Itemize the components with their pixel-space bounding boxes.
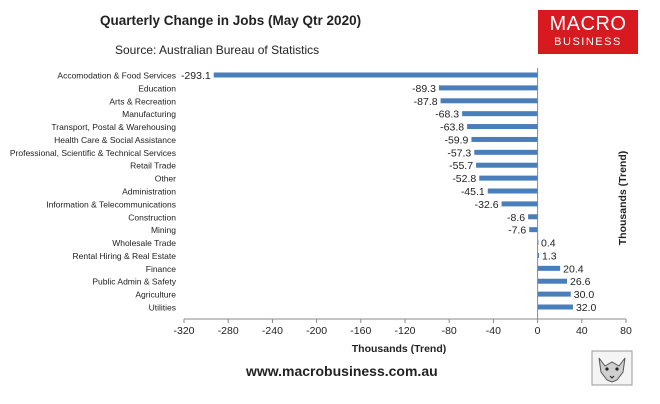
category-label: Wholesale Trade [112, 238, 176, 248]
value-label: -87.8 [414, 96, 438, 108]
bar [529, 227, 538, 233]
x-tick-label: -320 [173, 325, 194, 337]
bar [213, 72, 538, 78]
value-label: -59.9 [444, 134, 468, 146]
bar [528, 214, 538, 220]
category-label: Mining [151, 225, 176, 235]
x-tick-label: 40 [576, 325, 588, 337]
category-label: Other [155, 174, 176, 184]
value-label: 1.3 [542, 250, 557, 262]
x-tick-label: -120 [394, 325, 415, 337]
bar [438, 85, 538, 91]
logo-line-2: BUSINESS [554, 36, 622, 48]
macrobusiness-logo: MACRO BUSINESS [538, 10, 638, 54]
value-labels-group: -293.1 -89.3-87.8-68.3-63.8-59.9-57.3-55.… [181, 70, 597, 314]
category-label: Arts & Recreation [109, 96, 176, 106]
value-label: -32.6 [475, 199, 499, 211]
x-tick-label: -160 [350, 325, 371, 337]
bar [467, 124, 538, 130]
footer-url: www.macrobusiness.com.au [246, 363, 438, 379]
value-label: -52.8 [452, 173, 476, 185]
value-label: -293.1 [181, 70, 211, 82]
category-label: Administration [122, 187, 176, 197]
wolf-mascot-icon [591, 350, 633, 386]
value-label: 0.4 [541, 238, 556, 250]
bars-group [213, 72, 573, 310]
value-label: -89.3 [412, 83, 436, 95]
category-label: Retail Trade [130, 161, 176, 171]
category-label: Construction [128, 212, 176, 222]
bar [471, 136, 538, 142]
category-label: Manufacturing [122, 109, 176, 119]
category-label: Public Admin & Safety [92, 277, 176, 287]
x-tick-label: -200 [306, 325, 327, 337]
bar [537, 291, 571, 297]
bar [537, 278, 567, 284]
value-label: -7.6 [508, 225, 526, 237]
x-axis-label: Thousands (Trend) [352, 343, 447, 355]
x-tick-label: -280 [218, 325, 239, 337]
value-label: -63.8 [440, 122, 464, 134]
value-label: -45.1 [461, 186, 485, 198]
category-label: Health Care & Social Assistance [54, 135, 176, 145]
value-label: -57.3 [447, 147, 471, 159]
value-label: 20.4 [563, 263, 584, 275]
bar [537, 304, 573, 310]
value-label: -55.7 [449, 160, 473, 172]
category-label: Finance [146, 264, 177, 274]
bar [487, 188, 538, 194]
value-label: -68.3 [435, 109, 459, 121]
category-label: Professional, Scientific & Technical Ser… [10, 148, 176, 158]
category-label: Agriculture [135, 290, 176, 300]
value-label: 30.0 [574, 289, 595, 301]
x-tick-label: -240 [262, 325, 283, 337]
bar [537, 265, 561, 271]
y-axis-label: Thousands (Trend) [617, 151, 629, 246]
x-ticks-group: -320 -280 -240 -200 -160 -120 -80 -40 0 40 80 [173, 319, 632, 337]
value-label: -8.6 [507, 212, 525, 224]
logo-line-1: MACRO [549, 13, 627, 35]
x-tick-label: 80 [620, 325, 632, 337]
bar [501, 201, 538, 207]
bar [479, 175, 538, 181]
category-label: Education [138, 83, 176, 93]
x-tick-label: -40 [486, 325, 501, 337]
chart-title: Quarterly Change in Jobs (May Qtr 2020) [100, 13, 362, 28]
x-tick-label: -80 [442, 325, 457, 337]
category-label: Information & Telecommunications [46, 199, 176, 209]
value-label: 32.0 [576, 302, 597, 314]
category-label: Utilities [149, 303, 176, 313]
category-label: Transport, Postal & Warehousing [51, 122, 176, 132]
bar [440, 98, 538, 104]
category-label: Rental Hiring & Real Estate [73, 251, 177, 261]
bar [537, 252, 540, 258]
value-label: 26.6 [570, 276, 591, 288]
bar [476, 162, 538, 168]
bar [462, 111, 538, 117]
category-labels-group: Accomodation & Food Services Education Art… [10, 71, 177, 313]
category-label: Accomodation & Food Services [57, 71, 176, 81]
bar [474, 149, 538, 155]
x-tick-label: 0 [535, 325, 541, 337]
chart-subtitle: Source: Australian Bureau of Statistics [115, 43, 320, 57]
